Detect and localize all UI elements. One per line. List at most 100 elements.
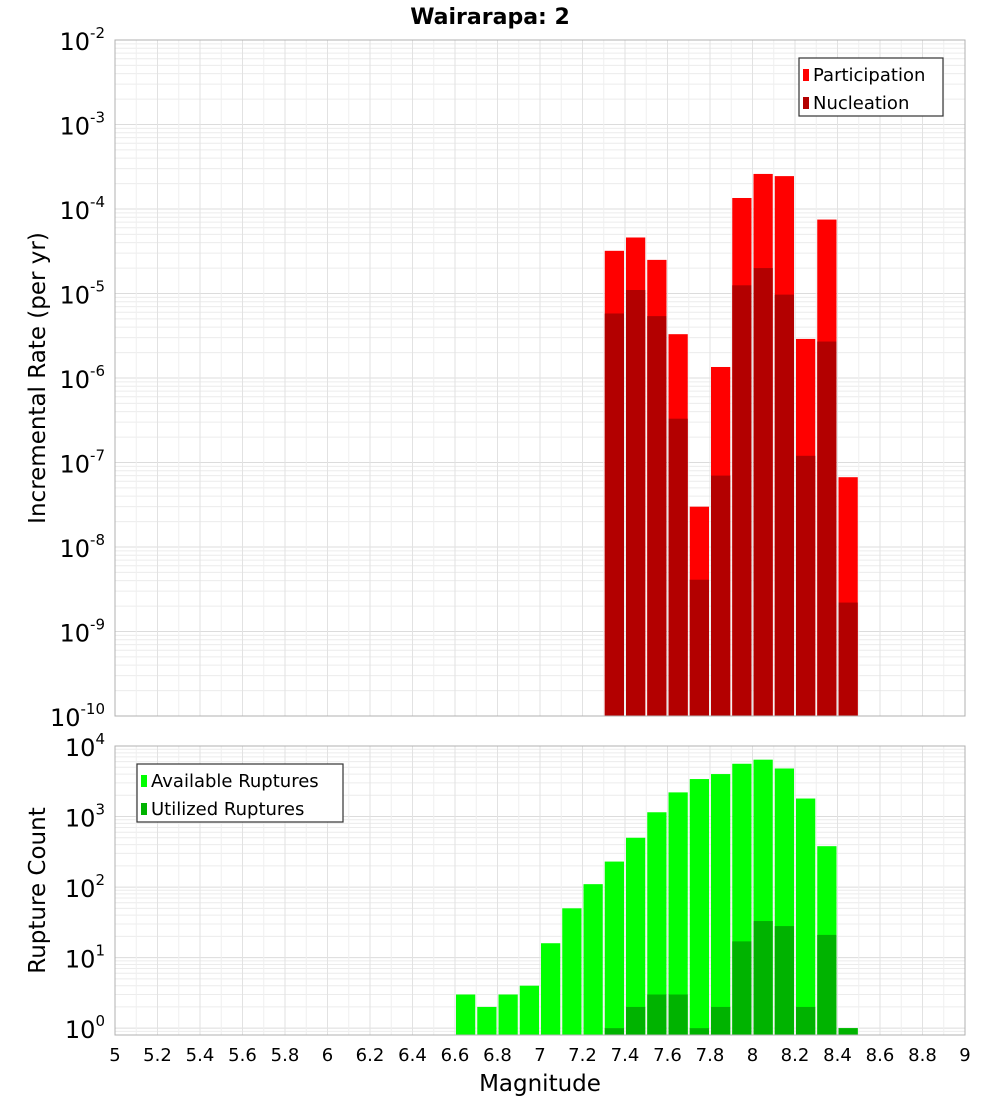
x-tick-label: 5.4 [186,1045,215,1066]
bar-secondary [838,1028,858,1035]
bar-secondary [774,294,794,716]
bar-primary [711,774,731,1035]
y-tick-label: 10-4 [59,193,105,225]
bar-primary [796,798,816,1035]
legend-swatch [141,775,147,787]
bar-secondary [753,921,773,1035]
x-tick-label: 7.2 [568,1045,597,1066]
x-tick-label: 7.8 [696,1045,725,1066]
y-tick-label: 10-2 [59,24,105,56]
bar-primary [604,861,624,1035]
bar-secondary [626,1006,646,1035]
y-tick-label: 102 [65,871,105,903]
bar-secondary [647,994,667,1035]
y-axis-label: Incremental Rate (per yr) [25,232,51,524]
bar-secondary [689,579,709,716]
x-tick-label: 8.4 [823,1045,852,1066]
y-tick-label: 100 [65,1012,105,1044]
bar-primary [626,837,646,1035]
bar-secondary [626,290,646,716]
legend: Participation Nucleation [798,57,944,117]
bar-secondary [604,1028,624,1035]
legend-swatch [803,69,809,81]
bar-secondary [732,941,752,1035]
bar-primary [456,994,476,1035]
legend-label: Nucleation [813,93,909,114]
y-tick-label: 101 [65,942,105,974]
x-tick-label: 8 [747,1045,758,1066]
legend-label: Utilized Ruptures [151,799,304,820]
x-tick-label: 9 [959,1045,970,1066]
legend-box [136,763,344,823]
bar-secondary [817,341,837,716]
bar-secondary [817,934,837,1035]
y-tick-label: 10-10 [50,700,105,732]
x-tick-labels: 5 5.2 5.4 5.6 5.8 6 6.2 6.4 6.6 6.8 7 7.2 7.4 7.6 7.8 8… [109,1045,970,1066]
chart-panel-2: 100 101 102 103 104 5 5.2 5.4 5.6 5.8 6 6.2 6.4 6.6 6.… [25,730,971,1097]
x-tick-label: 6.2 [356,1045,385,1066]
y-tick-labels: 10-10 10-9 10-8 10-7 10-6 10-5 10-4 10-3 10-2 [50,24,105,732]
bar-primary [498,994,518,1035]
bar-secondary [604,313,624,716]
bar-secondary [732,285,752,716]
bar-secondary [689,1028,709,1035]
y-tick-label: 10-5 [59,278,105,310]
x-tick-label: 7 [534,1045,545,1066]
bar-secondary [838,602,858,716]
legend-label: Available Ruptures [151,771,319,792]
legend-swatch [803,97,809,109]
legend: Available Ruptures Utilized Ruptures [136,763,344,823]
x-tick-label: 6.6 [441,1045,470,1066]
plot-frame [114,39,966,717]
bar-secondary [647,316,667,716]
y-tick-label: 10-9 [59,616,105,648]
grid-lines [114,40,966,717]
x-axis-label: Magnitude [479,1071,601,1097]
bar-secondary [668,418,688,716]
x-tick-label: 5.6 [228,1045,257,1066]
y-tick-labels: 100 101 102 103 104 [65,730,105,1044]
legend-label: Participation [813,65,925,86]
bar-secondary [711,475,731,716]
x-tick-label: 8.2 [781,1045,810,1066]
y-tick-label: 10-6 [59,362,105,394]
x-tick-label: 8.8 [908,1045,937,1066]
x-tick-label: 7.6 [653,1045,682,1066]
y-tick-label: 10-7 [59,447,105,479]
bar-secondary [796,455,816,716]
bars [456,759,858,1035]
x-tick-label: 6 [322,1045,333,1066]
bar-primary [519,985,539,1035]
bars [604,173,858,717]
bar-primary [668,792,688,1035]
x-tick-label: 6.8 [483,1045,512,1066]
chart-title: Wairarapa: 2 [410,5,570,30]
y-tick-label: 10-3 [59,109,105,141]
bar-secondary [774,926,794,1035]
bar-primary [647,812,667,1035]
chart-panel-1: 10-10 10-9 10-8 10-7 10-6 10-5 10-4 10-3 10-2 Wai… [25,5,966,732]
plot-frame [114,745,966,1036]
bar-secondary [796,1006,816,1035]
x-tick-label: 5 [109,1045,120,1066]
x-tick-label: 7.4 [611,1045,640,1066]
x-tick-label: 5.8 [271,1045,300,1066]
x-tick-label: 8.6 [866,1045,895,1066]
legend-swatch [141,803,147,815]
bar-secondary [668,994,688,1035]
bar-secondary [711,1006,731,1035]
y-tick-label: 10-8 [59,531,105,563]
y-axis-label: Rupture Count [25,807,51,973]
y-tick-label: 103 [65,801,105,833]
x-tick-label: 6.4 [398,1045,427,1066]
x-tick-label: 5.2 [143,1045,172,1066]
bar-primary [541,943,561,1035]
bar-primary [562,908,582,1035]
bar-secondary [753,268,773,716]
y-tick-label: 104 [65,730,105,762]
bar-primary [583,884,603,1035]
legend-box [798,57,944,117]
bar-primary [689,779,709,1035]
